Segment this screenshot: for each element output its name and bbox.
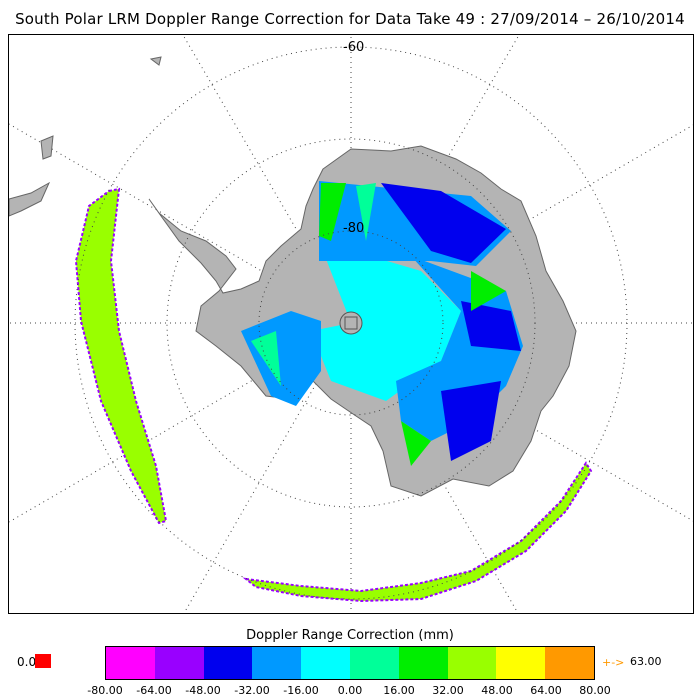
pole-hole xyxy=(339,311,363,335)
colorbar-tick-label: 48.00 xyxy=(481,684,513,697)
colorbar-title: Doppler Range Correction (mm) xyxy=(246,628,454,643)
colorbar-tick-label: 64.00 xyxy=(530,684,562,697)
latitude-label-80: -80 xyxy=(343,221,365,236)
colorbar-cell xyxy=(203,647,253,679)
colorbar-tick-label: -64.00 xyxy=(136,684,172,697)
swath-blue-ne xyxy=(381,183,506,263)
latitude-label-60: -60 xyxy=(343,40,365,55)
colorbar-cell xyxy=(106,647,155,679)
colorbar-cell xyxy=(545,647,594,679)
ocean-swaths xyxy=(74,187,593,603)
swath-blue-se xyxy=(441,381,501,461)
colorbar-cell xyxy=(154,647,204,679)
swath-west-ocean xyxy=(74,187,168,525)
colorbar-tick-label: 0.00 xyxy=(337,684,363,697)
colorbar-cell xyxy=(301,647,350,679)
swath-blue-e xyxy=(461,301,521,351)
colorbar-tick-label: -80.00 xyxy=(87,684,123,697)
doppler-swaths xyxy=(241,181,523,466)
graticule-parallels xyxy=(74,46,628,600)
colorbar-tick-label: 16.00 xyxy=(383,684,415,697)
colorbar-tick-label: 32.00 xyxy=(432,684,464,697)
swath-inner xyxy=(311,241,461,401)
swath-green-3 xyxy=(401,421,431,466)
colorbar-tick-label: -16.00 xyxy=(283,684,319,697)
colorbar xyxy=(105,646,595,680)
colorbar-tick-label: -48.00 xyxy=(185,684,221,697)
below-range-swatch xyxy=(35,654,51,668)
colorbar-ticks: -80.00 -64.00 -48.00 -32.00 -16.00 0.00 16.00 3… xyxy=(87,684,610,698)
map-frame: -60 -80 xyxy=(8,34,694,614)
map-title: South Polar LRM Doppler Range Correction… xyxy=(15,10,685,28)
polar-map xyxy=(9,35,693,613)
swath-teal-1 xyxy=(356,183,376,241)
colorbar-cell xyxy=(252,647,302,679)
colorbar-tick-label: -32.00 xyxy=(234,684,270,697)
swath-south-ocean xyxy=(242,461,593,603)
swath-green-2 xyxy=(471,271,506,311)
above-range-label: 63.00 xyxy=(630,655,662,668)
swath-green-1 xyxy=(319,183,346,241)
above-range-arrow: +-> xyxy=(602,656,625,669)
colorbar-cell xyxy=(349,647,399,679)
colorbar-cell xyxy=(496,647,546,679)
colorbar-tick-label: 80.00 xyxy=(579,684,611,697)
below-range-label: 0.0 xyxy=(17,655,37,669)
colorbar-cell xyxy=(398,647,448,679)
colorbar-cell xyxy=(447,647,497,679)
swath-teal-2 xyxy=(251,331,281,386)
swath-west xyxy=(241,311,321,406)
